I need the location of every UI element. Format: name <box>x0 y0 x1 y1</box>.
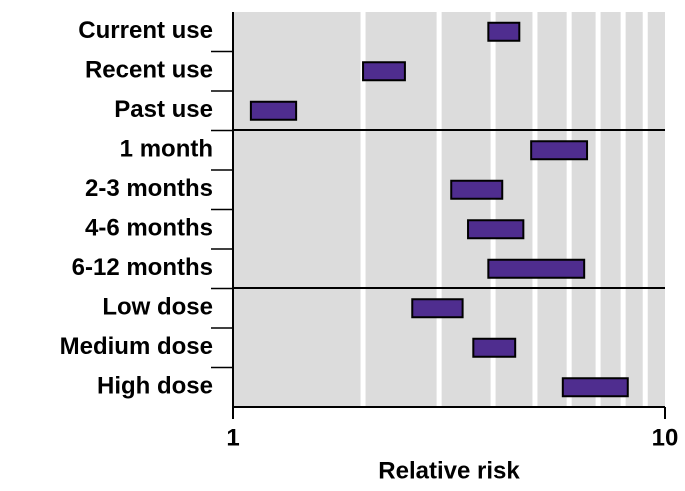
x-axis-label: Relative risk <box>378 457 520 484</box>
y-tick-label: Low dose <box>102 294 213 321</box>
y-tick-label: High dose <box>97 373 213 400</box>
y-tick-label: Medium dose <box>60 333 213 360</box>
y-tick-label: 4-6 months <box>85 215 213 242</box>
bar <box>450 179 504 200</box>
bar <box>472 337 517 358</box>
bar <box>487 258 586 279</box>
y-tick-label: Past use <box>114 96 213 123</box>
y-tick-label: 6-12 months <box>72 254 213 281</box>
bar <box>249 100 298 121</box>
bar <box>467 219 525 240</box>
y-tick-label: Current use <box>78 17 213 44</box>
bar <box>530 140 589 161</box>
bar <box>561 377 629 398</box>
y-tick-label: Recent use <box>85 57 213 84</box>
y-tick-label: 2-3 months <box>85 175 213 202</box>
bar <box>362 61 406 82</box>
bar <box>411 298 464 319</box>
bar <box>487 21 521 42</box>
plot-background <box>233 12 665 407</box>
x-tick-label: 1 <box>226 424 239 451</box>
x-tick-label: 10 <box>652 424 679 451</box>
y-tick-label: 1 month <box>120 136 213 163</box>
